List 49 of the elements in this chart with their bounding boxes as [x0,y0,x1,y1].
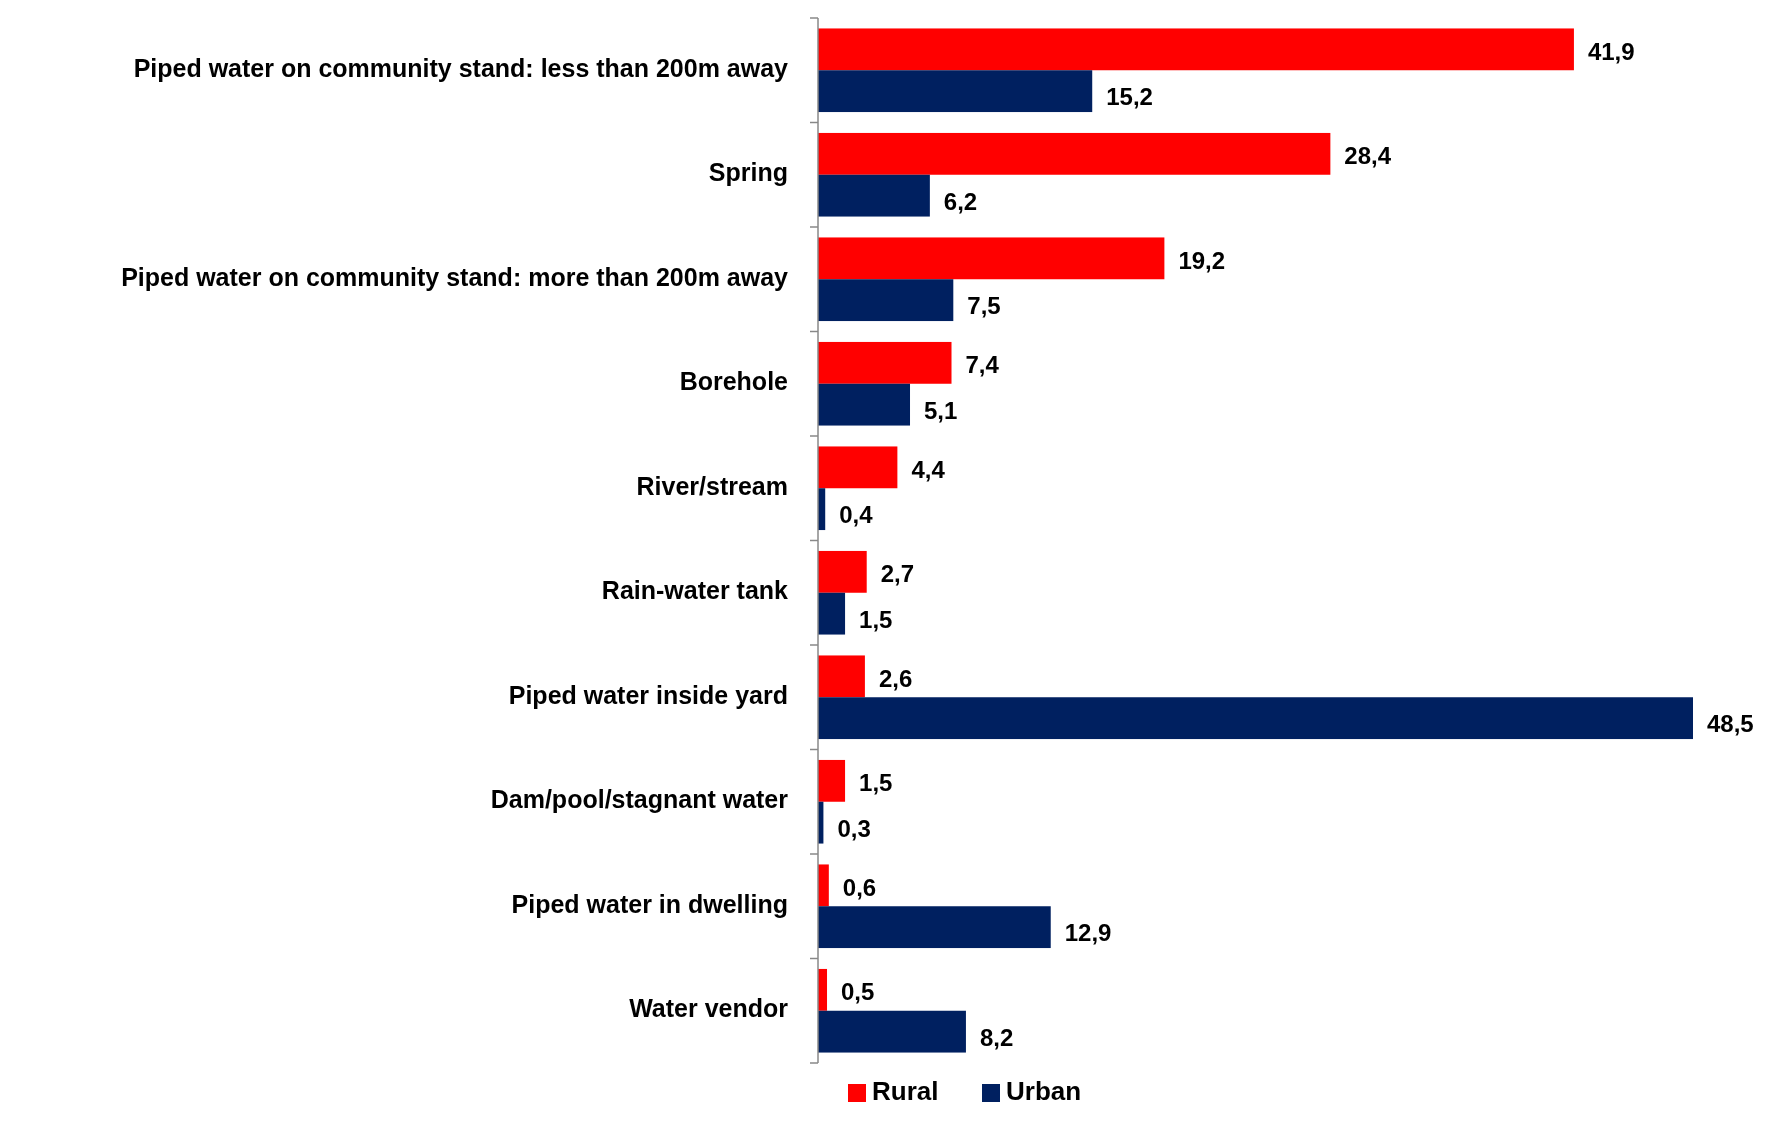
y-tick-label: River/stream [636,471,788,500]
y-tick-label: Spring [708,158,788,187]
bar [818,132,1331,175]
data-label: 2,7 [880,560,915,588]
bar [818,341,952,384]
bar [818,906,1051,949]
y-tick-label: Borehole [679,367,789,396]
bar [818,592,846,635]
data-label: 4,4 [911,455,946,483]
data-label: 0,4 [839,501,874,529]
data-label: 6,2 [943,187,978,215]
data-label: 48,5 [1707,710,1754,738]
bar [818,446,898,489]
data-label: 12,9 [1064,919,1112,947]
bar [818,174,930,217]
data-label: 5,1 [924,396,958,424]
data-label: 0,5 [841,978,875,1006]
bar [818,864,829,907]
bar [818,1010,966,1053]
y-tick-label: Rain-water tank [601,576,789,605]
bar [818,759,846,802]
data-label: 28,4 [1344,142,1392,170]
y-tick-label: Piped water in dwelling [511,889,788,918]
y-tick-label: Piped water on community stand: less than 200m away [133,53,789,82]
bar [818,279,954,322]
data-label: 1,5 [859,769,893,797]
bar [818,550,867,593]
legend-label: Urban [1006,1075,1082,1106]
data-label: 7,4 [965,351,1000,379]
data-label: 0,3 [837,814,871,842]
bar [818,383,911,426]
data-label: 15,2 [1106,83,1153,111]
data-label: 19,2 [1178,246,1226,274]
data-label: 8,2 [979,1023,1014,1051]
bar [818,70,1093,113]
y-tick-label: Piped water inside yard [508,680,788,709]
bar [818,237,1165,280]
legend-label: Rural [872,1075,939,1106]
bar [818,655,865,698]
bar [818,697,1693,740]
data-label: 2,6 [878,664,913,692]
y-tick-label: Piped water on community stand: more than 200m away [121,262,789,291]
data-label: 0,6 [842,873,877,901]
y-tick-label: Dam/pool/stagnant water [490,785,789,814]
bar [818,28,1574,71]
data-label: 7,5 [967,292,1001,320]
data-label: 41,9 [1587,37,1635,65]
y-tick-label: Water vendor [629,994,789,1023]
data-label: 1,5 [859,605,893,633]
